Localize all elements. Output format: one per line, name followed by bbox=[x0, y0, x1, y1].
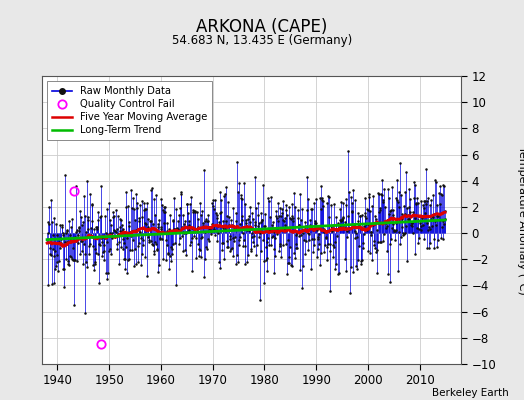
Text: Berkeley Earth: Berkeley Earth bbox=[432, 388, 508, 398]
Text: ARKONA (CAPE): ARKONA (CAPE) bbox=[196, 18, 328, 36]
Y-axis label: Temperature Anomaly (°C): Temperature Anomaly (°C) bbox=[517, 146, 524, 294]
Text: 54.683 N, 13.435 E (Germany): 54.683 N, 13.435 E (Germany) bbox=[172, 34, 352, 47]
Legend: Raw Monthly Data, Quality Control Fail, Five Year Moving Average, Long-Term Tren: Raw Monthly Data, Quality Control Fail, … bbox=[47, 81, 212, 140]
